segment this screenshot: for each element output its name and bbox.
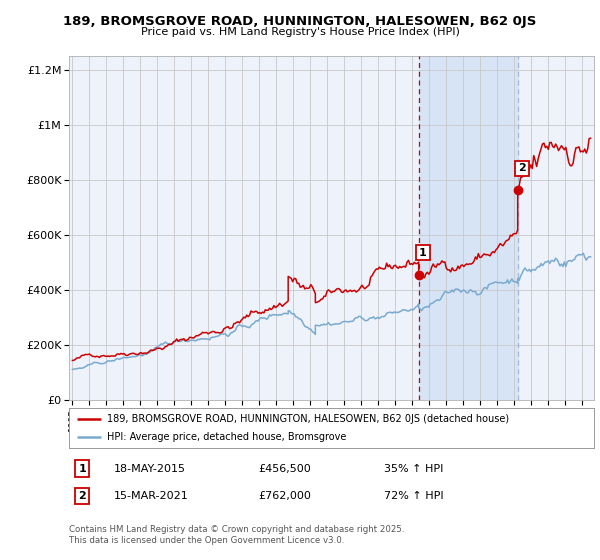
Text: 1: 1: [79, 464, 86, 474]
Text: Price paid vs. HM Land Registry's House Price Index (HPI): Price paid vs. HM Land Registry's House …: [140, 27, 460, 37]
Text: £456,500: £456,500: [258, 464, 311, 474]
Text: 35% ↑ HPI: 35% ↑ HPI: [384, 464, 443, 474]
Text: 1: 1: [419, 248, 427, 258]
Bar: [419, 56, 518, 400]
Text: 189, BROMSGROVE ROAD, HUNNINGTON, HALESOWEN, B62 0JS (detached house): 189, BROMSGROVE ROAD, HUNNINGTON, HALESO…: [107, 414, 509, 423]
Text: 189, BROMSGROVE ROAD, HUNNINGTON, HALESOWEN, B62 0JS: 189, BROMSGROVE ROAD, HUNNINGTON, HALESO…: [64, 15, 536, 27]
Text: 18-MAY-2015: 18-MAY-2015: [113, 464, 185, 474]
Text: 2: 2: [518, 164, 526, 174]
Text: HPI: Average price, detached house, Bromsgrove: HPI: Average price, detached house, Brom…: [107, 432, 346, 442]
Text: 2: 2: [79, 491, 86, 501]
Text: £762,000: £762,000: [258, 491, 311, 501]
Text: 15-MAR-2021: 15-MAR-2021: [113, 491, 188, 501]
Text: Contains HM Land Registry data © Crown copyright and database right 2025.
This d: Contains HM Land Registry data © Crown c…: [69, 525, 404, 545]
Text: 72% ↑ HPI: 72% ↑ HPI: [384, 491, 443, 501]
